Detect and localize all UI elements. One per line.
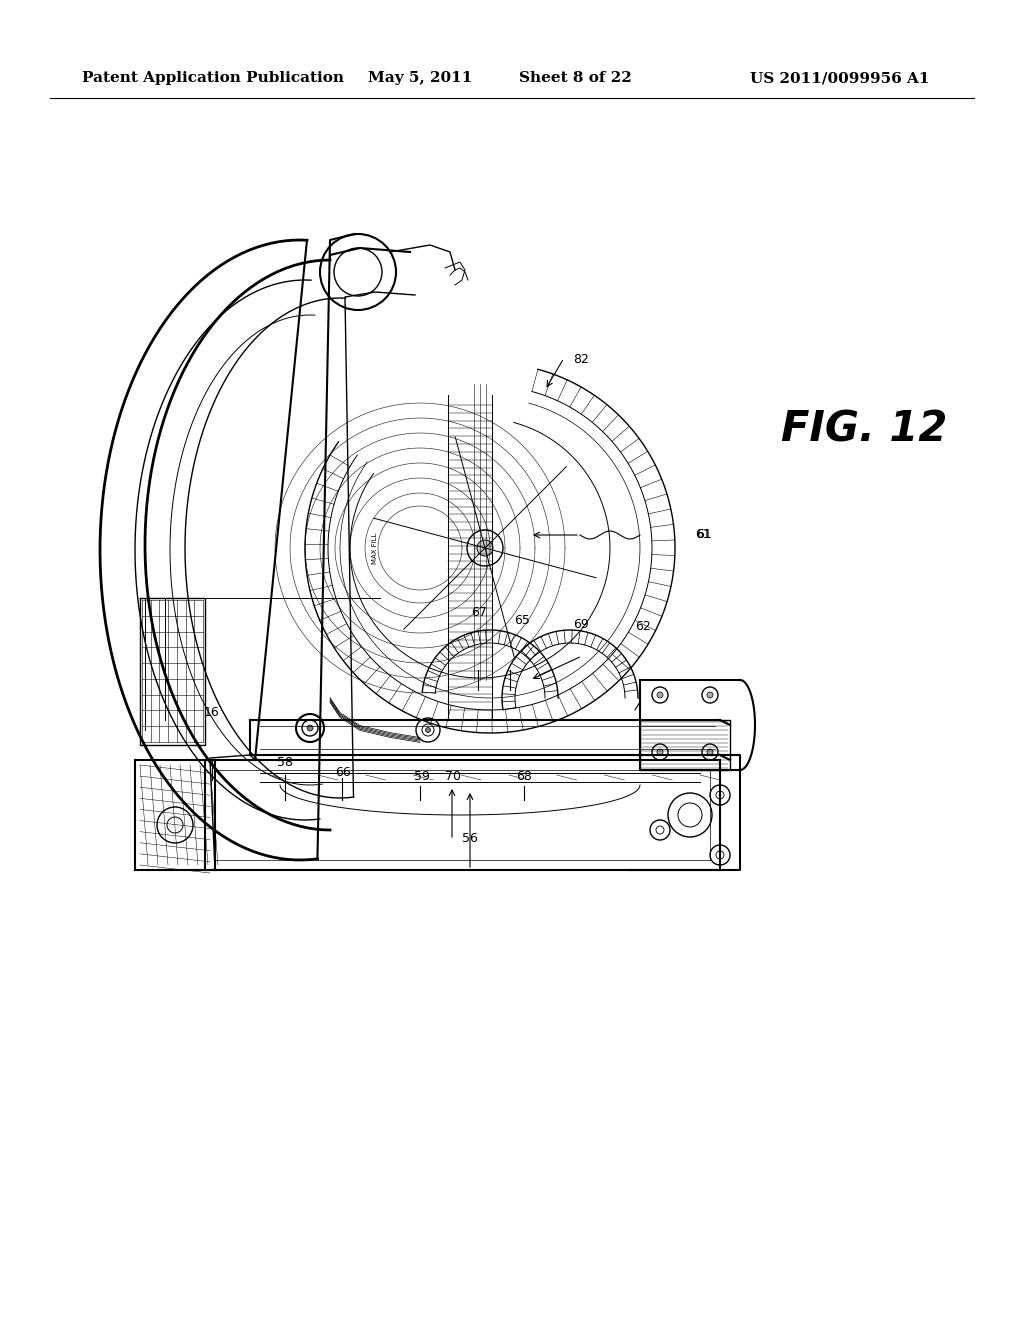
Text: 62: 62 xyxy=(635,620,651,634)
Circle shape xyxy=(707,692,713,698)
Text: 59: 59 xyxy=(414,770,430,783)
Text: 61: 61 xyxy=(696,528,712,541)
Text: Sheet 8 of 22: Sheet 8 of 22 xyxy=(518,71,632,84)
Text: 66: 66 xyxy=(335,766,351,779)
Text: 58: 58 xyxy=(276,756,293,770)
Circle shape xyxy=(426,727,430,733)
Text: 16: 16 xyxy=(204,706,220,719)
Text: 56: 56 xyxy=(462,832,478,845)
Circle shape xyxy=(657,748,663,755)
Circle shape xyxy=(657,692,663,698)
Text: FIG. 12: FIG. 12 xyxy=(781,409,947,451)
Text: 69: 69 xyxy=(572,618,589,631)
Text: 65: 65 xyxy=(514,614,530,627)
Text: US 2011/0099956 A1: US 2011/0099956 A1 xyxy=(751,71,930,84)
Text: 82: 82 xyxy=(573,352,590,366)
Circle shape xyxy=(707,748,713,755)
Text: 61: 61 xyxy=(695,528,711,541)
Text: 68: 68 xyxy=(516,770,532,783)
Text: MAX FILL: MAX FILL xyxy=(372,532,378,564)
Text: May 5, 2011: May 5, 2011 xyxy=(368,71,472,84)
Text: 70: 70 xyxy=(444,770,461,783)
Text: Patent Application Publication: Patent Application Publication xyxy=(82,71,344,84)
Circle shape xyxy=(307,725,313,731)
Text: 67: 67 xyxy=(471,606,487,619)
Circle shape xyxy=(477,540,493,556)
